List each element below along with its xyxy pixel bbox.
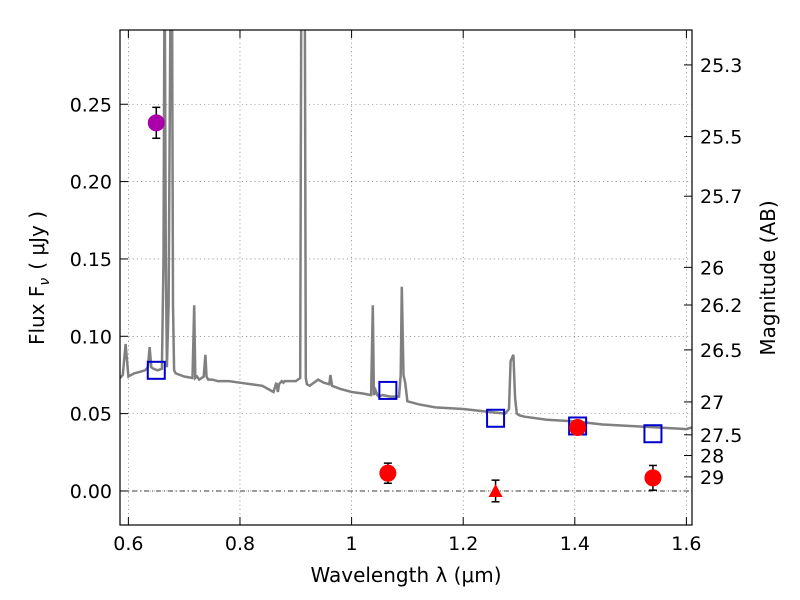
x-tick-label: 1.6 — [671, 533, 701, 555]
right-tick-label: 27 — [700, 392, 724, 414]
model-square-marker — [486, 408, 506, 428]
upper-limit-triangle-marker — [488, 483, 503, 497]
y-axis-label-subscript: ν — [37, 278, 53, 286]
right-tick-label: 25.7 — [700, 186, 742, 208]
y-axis-label-text: Flux F — [25, 286, 49, 345]
y-tick-label: 0.00 — [70, 481, 112, 503]
model-square-marker — [146, 360, 166, 380]
x-tick-label: 0.6 — [113, 533, 143, 555]
x-tick-label: 1.4 — [560, 533, 590, 555]
grid-layer — [120, 30, 692, 525]
x-tick-label: 1.2 — [448, 533, 478, 555]
right-tick-label: 26 — [700, 257, 724, 279]
y-tick-label: 0.10 — [70, 326, 112, 348]
observed-circle-marker — [379, 464, 397, 482]
right-tick-label: 29 — [700, 467, 724, 489]
plot-frame — [119, 29, 693, 526]
y-tick-label: 0.05 — [70, 404, 112, 426]
x-tick-label: 0.8 — [225, 533, 255, 555]
right-tick-label: 28 — [700, 446, 724, 468]
svg-text:Magnitude (AB): Magnitude (AB) — [756, 200, 780, 355]
svg-text:Flux Fν( μJy ): Flux Fν ( μJy ) — [25, 211, 53, 345]
y-axis-label-right: Magnitude (AB) — [756, 200, 780, 355]
observed-circle-marker — [644, 469, 662, 487]
y-axis-label-unit: ( μJy ) — [25, 211, 49, 270]
x-axis-label: Wavelength λ (μm) — [310, 563, 501, 587]
observed-circle-marker — [569, 419, 587, 437]
right-tick-label: 26.5 — [700, 340, 742, 362]
x-tick-label: 1 — [346, 533, 358, 555]
y-tick-label: 0.20 — [70, 172, 112, 194]
spectrum-line — [120, 30, 692, 431]
model-square-marker — [643, 424, 663, 444]
right-tick-label: 25.3 — [700, 55, 742, 77]
right-tick-label: 25.5 — [700, 127, 742, 149]
right-tick-label: 26.2 — [700, 295, 742, 317]
y-tick-label: 0.15 — [70, 249, 112, 271]
right-tick-label: 27.5 — [700, 425, 742, 447]
observed-circle-marker — [147, 114, 165, 132]
plot-area — [120, 30, 692, 503]
tick-layer: 0.6 0.8 1 1.2 1.4 1.6 0.00 0.05 0.10 0.15 0.20 0.25… — [70, 30, 742, 555]
model-square-marker — [378, 380, 398, 400]
marker-layer — [146, 106, 663, 503]
y-axis-label-left: Flux Fν ( μJy ) — [25, 211, 53, 345]
y-tick-label: 0.25 — [70, 94, 112, 116]
